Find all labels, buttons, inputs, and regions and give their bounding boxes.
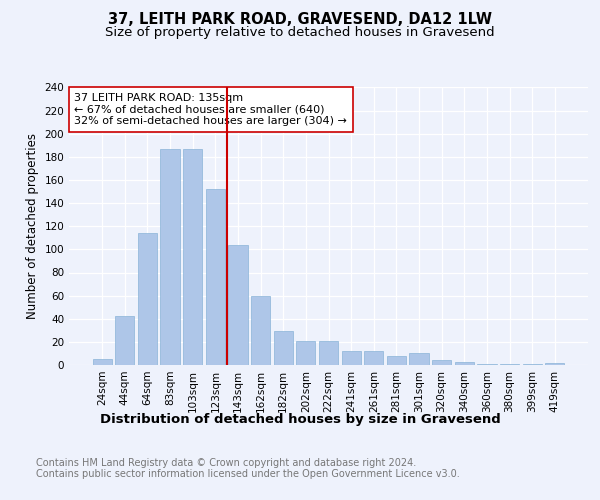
Bar — [115, 316, 134, 365]
Bar — [432, 360, 451, 365]
Bar — [387, 356, 406, 365]
Bar — [206, 189, 225, 365]
Bar — [319, 340, 338, 365]
Bar — [183, 149, 202, 365]
Bar — [364, 351, 383, 365]
Bar — [160, 149, 180, 365]
Bar — [92, 359, 112, 365]
Text: 37, LEITH PARK ROAD, GRAVESEND, DA12 1LW: 37, LEITH PARK ROAD, GRAVESEND, DA12 1LW — [108, 12, 492, 28]
Y-axis label: Number of detached properties: Number of detached properties — [26, 133, 39, 320]
Bar — [296, 340, 316, 365]
Bar — [274, 332, 293, 365]
Bar — [229, 244, 248, 365]
Bar — [523, 364, 542, 365]
Bar — [138, 233, 157, 365]
Text: Distribution of detached houses by size in Gravesend: Distribution of detached houses by size … — [100, 412, 500, 426]
Text: Size of property relative to detached houses in Gravesend: Size of property relative to detached ho… — [105, 26, 495, 39]
Bar — [409, 354, 428, 365]
Bar — [341, 351, 361, 365]
Bar — [455, 362, 474, 365]
Bar — [500, 364, 519, 365]
Bar — [477, 364, 497, 365]
Bar — [251, 296, 270, 365]
Bar — [545, 362, 565, 365]
Text: 37 LEITH PARK ROAD: 135sqm
← 67% of detached houses are smaller (640)
32% of sem: 37 LEITH PARK ROAD: 135sqm ← 67% of deta… — [74, 93, 347, 126]
Text: Contains HM Land Registry data © Crown copyright and database right 2024.
Contai: Contains HM Land Registry data © Crown c… — [36, 458, 460, 479]
